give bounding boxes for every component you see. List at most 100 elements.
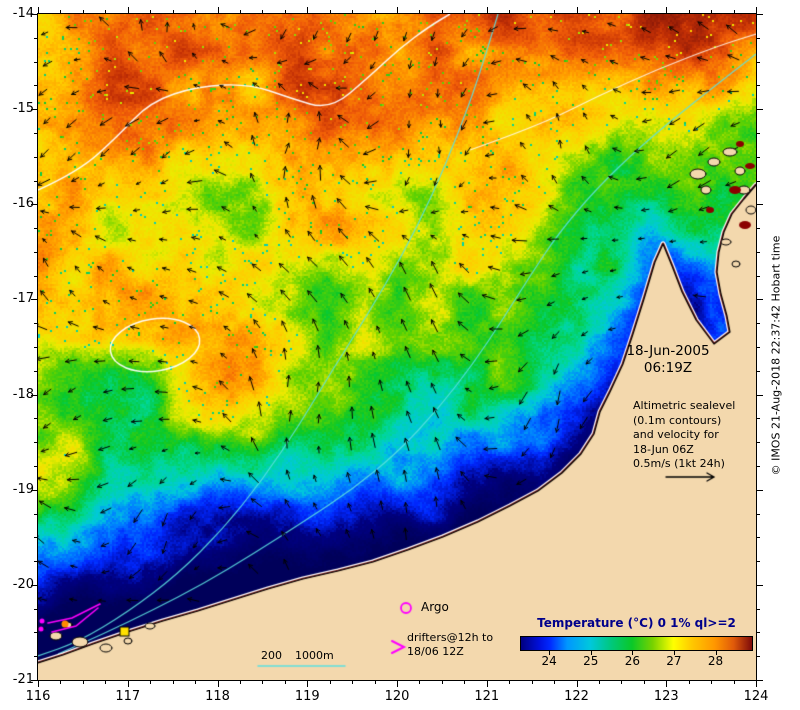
axis-tick: [757, 37, 760, 39]
axis-tick: [757, 180, 760, 182]
axis-tick: [757, 489, 763, 491]
axis-tick: [34, 656, 37, 658]
axis-tick: [666, 7, 668, 13]
y-axis-label: -15: [12, 101, 34, 117]
colorbar-tick-label: 28: [707, 654, 724, 668]
axis-tick: [34, 465, 37, 467]
axis-tick: [34, 251, 37, 253]
axis-tick: [464, 10, 466, 13]
axis-tick: [262, 681, 264, 684]
axis-tick: [34, 323, 37, 325]
y-axis-label: -16: [12, 196, 34, 212]
axis-tick: [31, 204, 37, 206]
axis-tick: [31, 299, 37, 301]
axis-tick: [531, 10, 533, 13]
colorbar-tick-label: 26: [624, 654, 640, 668]
axis-tick: [105, 10, 107, 13]
axis-tick: [329, 10, 331, 13]
axis-tick: [419, 681, 421, 684]
axis-tick: [82, 681, 84, 684]
axis-tick: [195, 681, 197, 684]
axis-tick: [34, 561, 37, 563]
axis-tick: [34, 156, 37, 158]
axis-tick: [329, 681, 331, 684]
axis-tick: [172, 10, 174, 13]
axis-tick: [757, 275, 760, 277]
argo-label: Argo: [421, 600, 449, 614]
y-axis-label: -20: [12, 576, 34, 592]
axis-tick: [34, 180, 37, 182]
axis-tick: [757, 394, 763, 396]
axis-tick: [34, 132, 37, 134]
axis-tick: [576, 7, 578, 13]
x-axis-label: 121: [474, 689, 500, 704]
axis-tick: [688, 10, 690, 13]
axis-tick: [284, 10, 286, 13]
x-axis-label: 123: [653, 689, 679, 704]
altimetric-line: (0.1m contours): [633, 413, 722, 427]
axis-tick: [757, 299, 763, 301]
axis-tick: [757, 656, 760, 658]
axis-tick: [733, 10, 735, 13]
axis-tick: [756, 681, 757, 687]
axis-tick: [38, 681, 39, 687]
axis-tick: [757, 156, 760, 158]
axis-tick: [688, 681, 690, 684]
altimetric-annotation: Altimetric sealevel (0.1m contours) and …: [633, 399, 761, 472]
x-axis-label: 120: [384, 689, 410, 704]
colorbar-tick-label: 25: [583, 654, 599, 668]
colorbar-tickmark: [715, 651, 717, 655]
axis-tick: [419, 10, 421, 13]
axis-tick: [554, 681, 556, 684]
axis-tick: [31, 394, 37, 396]
axis-tick: [598, 681, 600, 684]
credit-text: © IMOS 21-Aug-2018 22:37:42 Hobart time: [762, 0, 790, 710]
x-axis-label: 116: [25, 689, 51, 704]
axis-tick: [38, 7, 39, 13]
axis-tick: [733, 681, 735, 684]
axis-tick: [31, 680, 37, 681]
axis-tick: [756, 7, 757, 13]
axis-tick: [757, 465, 760, 467]
axis-tick: [60, 681, 62, 684]
date-label: 18-Jun-2005: [626, 343, 710, 359]
axis-tick: [150, 10, 152, 13]
axis-tick: [757, 109, 763, 111]
axis-tick: [711, 10, 713, 13]
axis-tick: [621, 10, 623, 13]
time-label: 06:19Z: [643, 360, 693, 376]
x-axis-label: 124: [743, 689, 769, 704]
axis-tick: [464, 681, 466, 684]
axis-tick: [374, 681, 376, 684]
drifters-line: 18/06 12Z: [407, 645, 464, 658]
axis-tick: [34, 228, 37, 230]
colorbar-tickmark: [673, 651, 675, 655]
axis-tick: [127, 7, 129, 13]
axis-tick: [34, 370, 37, 372]
colorbar-ticks: 24 25 26 27 28: [520, 651, 753, 669]
colorbar-tickmark: [632, 651, 634, 655]
y-axis-label: -17: [12, 291, 34, 307]
axis-tick: [262, 10, 264, 13]
axis-tick: [441, 10, 443, 13]
axis-tick: [757, 442, 760, 444]
axis-tick: [34, 537, 37, 539]
axis-tick: [31, 14, 37, 15]
x-axis-label: 119: [294, 689, 320, 704]
axis-tick: [576, 681, 578, 687]
axis-tick: [757, 132, 760, 134]
axis-tick: [34, 608, 37, 610]
sst-map-canvas: [38, 14, 756, 680]
altimetric-line: Altimetric sealevel: [633, 399, 736, 412]
axis-tick: [105, 681, 107, 684]
axis-tick: [509, 681, 511, 684]
axis-tick: [82, 10, 84, 13]
axis-tick: [757, 608, 760, 610]
axis-tick: [757, 251, 760, 253]
colorbar-title: Temperature (°C) 0 1% ql>=2: [537, 616, 736, 630]
colorbar-tick-label: 24: [541, 654, 557, 668]
axis-tick: [757, 85, 760, 87]
axis-tick: [486, 7, 488, 13]
axis-tick: [217, 681, 219, 687]
axis-tick: [284, 681, 286, 684]
